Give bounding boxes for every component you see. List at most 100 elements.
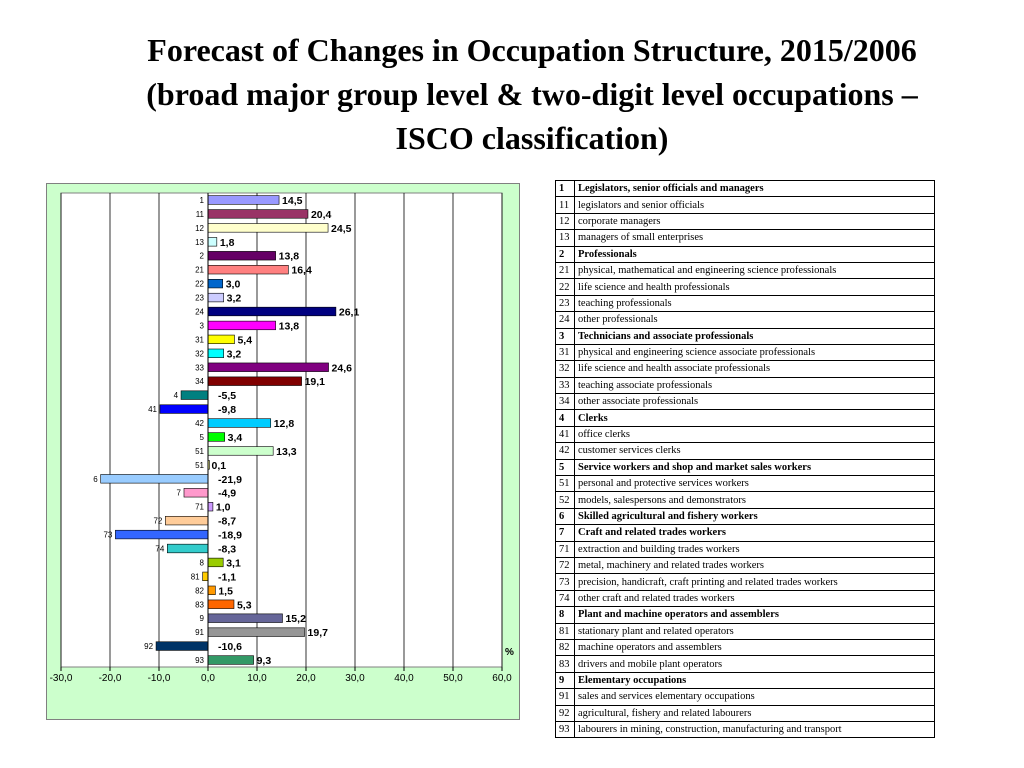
legend-row: 4 Clerks [555,409,935,427]
legend-label: legislators and senior officials [574,196,935,214]
category-label: 1 [200,196,205,205]
legend-label: Skilled agricultural and fishery workers [574,507,935,526]
bar [207,418,272,428]
legend-code: 24 [555,311,575,329]
legend-label: labourers in mining, construction, manuf… [574,720,935,739]
category-label: 81 [191,572,200,581]
bar [155,641,209,651]
legend-label: Elementary occupations [574,671,935,690]
legend-row: 2 Professionals [555,245,935,263]
legend-row: 7 Craft and related trades workers [555,524,935,542]
legend-row: 52 models, salespersons and demonstrators [555,491,935,509]
bar [207,306,337,317]
value-label: 20,4 [311,209,332,221]
legend-label: extraction and building trades workers [574,540,935,558]
category-label: 13 [195,238,204,247]
value-label: 9,3 [257,655,272,667]
legend-row: 6 Skilled agricultural and fishery worker… [555,507,935,526]
bar [207,195,280,205]
category-label: 74 [155,545,164,554]
bar [207,613,283,623]
category-label: 6 [93,475,98,484]
category-label: 93 [195,656,204,665]
legend-row: 1 Legislators, senior officials and manag… [555,179,935,198]
legend-row: 23 teaching professionals [555,294,935,313]
x-tick-label: 10,0 [247,673,267,684]
bar [207,362,329,372]
legend-code: 52 [555,491,575,509]
legend-label: agricultural, fishery and related labour… [574,704,935,722]
category-label: 4 [174,391,179,400]
category-label: 34 [195,377,204,386]
bar [159,404,209,414]
value-label: 3,2 [227,348,242,360]
legend-row: 73 precision, handicraft, craft printing … [555,573,935,591]
legend-row: 21 physical, mathematical and engineering… [555,261,935,280]
legend-label: office clerks [574,425,935,444]
legend-code: 72 [555,556,575,575]
category-label: 24 [195,308,204,317]
x-tick-label: 50,0 [443,673,463,684]
legend-label: corporate managers [574,212,935,231]
legend-row: 24 other professionals [555,311,935,329]
value-label: 24,6 [332,362,353,374]
legend-row: 32 life science and health associate prof… [555,360,935,378]
legend-row: 92 agricultural, fishery and related labo… [555,704,935,722]
legend-row: 72 metal, machinery and related trades wo… [555,556,935,575]
bar [207,320,276,331]
category-label: 83 [195,600,204,609]
legend-row: 8 Plant and machine operators and assembl… [555,606,935,624]
value-label: -5,5 [218,390,236,402]
legend-row: 31 physical and engineering science assoc… [555,343,935,362]
legend-label: drivers and mobile plant operators [574,655,935,673]
value-label: 3,1 [226,557,241,569]
legend-code: 11 [555,196,575,214]
page-title: Forecast of Changes in Occupation Struct… [40,28,1024,160]
value-label: -8,3 [218,544,236,556]
legend-code: 9 [555,671,575,690]
legend-label: machine operators and assemblers [574,638,935,657]
category-label: 12 [195,224,204,233]
legend-row: 13 managers of small enterprises [555,229,935,247]
bar [180,390,209,400]
bar [207,223,329,233]
value-label: 3,2 [227,293,242,305]
legend-label: Technicians and associate professionals [574,327,935,345]
bar-chart: -30,0 -20,0 -10,0 0,0 10,0 20,0 30,0 40,0 50,0 60… [50,192,514,684]
category-label: 3 [200,321,205,330]
legend-row: 74 other craft and related trades workers [555,589,935,608]
legend-row: 93 labourers in mining, construction, man… [555,720,935,739]
bar [207,599,235,609]
legend-code: 41 [555,425,575,444]
category-label: 22 [195,280,204,289]
legend-code: 4 [555,409,575,427]
value-label: 19,1 [305,376,326,388]
bar [202,571,209,582]
category-label: 82 [195,586,204,595]
bar [207,585,216,595]
legend-label: Plant and machine operators and assemble… [574,606,935,624]
legend-row: 3 Technicians and associate professionals [555,327,935,345]
legend-label: life science and health associate profes… [574,360,935,378]
legend-code: 6 [555,507,575,526]
value-label: -10,6 [218,641,242,653]
value-label: 1,8 [220,237,235,249]
bar [207,502,214,512]
category-label: 42 [195,419,204,428]
bar [165,515,209,526]
category-label: 31 [195,335,204,344]
value-label: -18,9 [218,530,242,542]
value-label: 14,5 [282,195,303,207]
bar [207,265,289,275]
legend-code: 71 [555,540,575,558]
legend-code: 3 [555,327,575,345]
legend-row: 9 Elementary occupations [555,671,935,690]
legend-label: precision, handicraft, craft printing an… [574,573,935,591]
value-label: 26,1 [339,307,360,319]
category-label: 72 [153,517,162,526]
legend-code: 81 [555,622,575,640]
category-label: 91 [195,628,204,637]
legend-label: physical and engineering science associa… [574,343,935,362]
legend-row: 81 stationary plant and related operators [555,622,935,640]
legend-row: 42 customer services clerks [555,442,935,460]
